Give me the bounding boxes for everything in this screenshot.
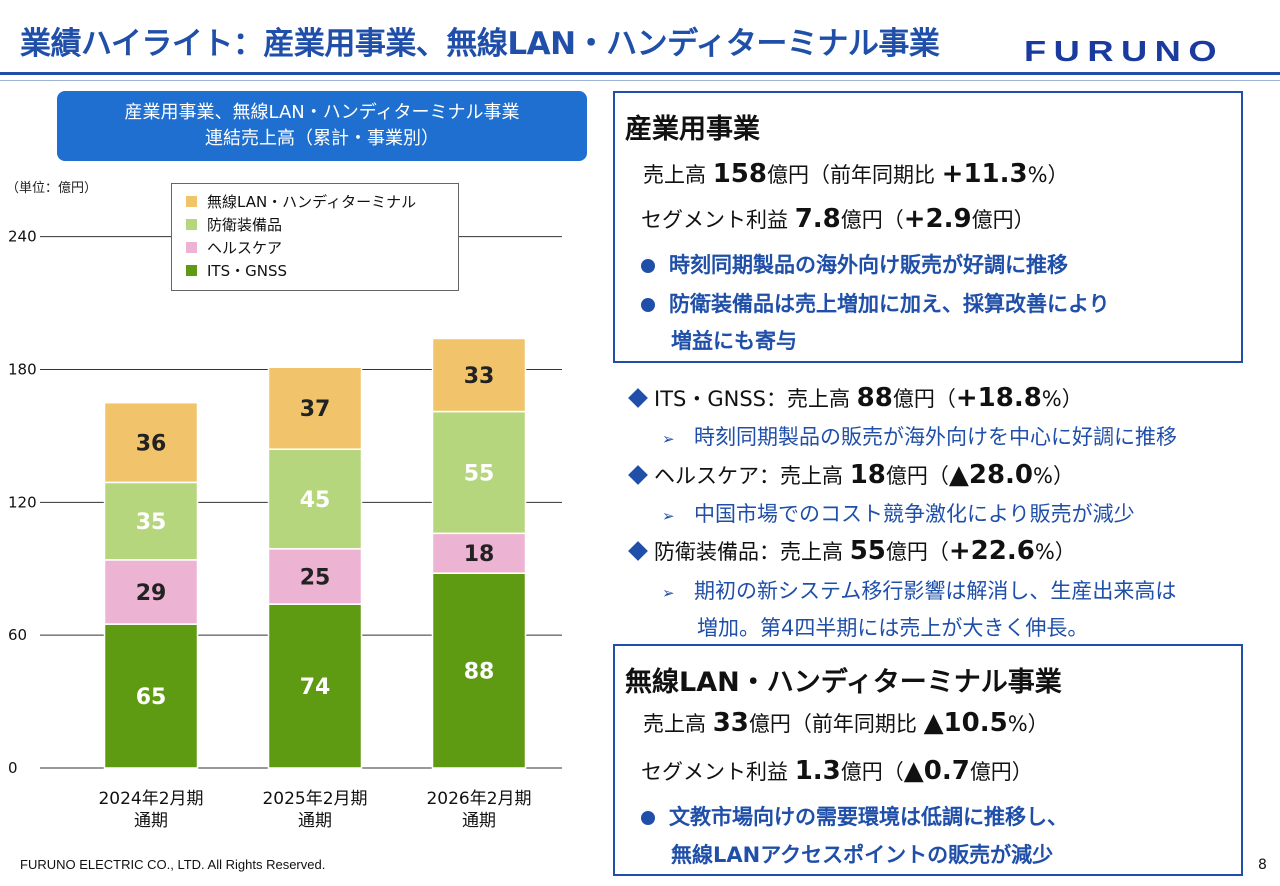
bar-value-label: 45: [300, 488, 331, 513]
bar-segment: [103, 401, 199, 484]
legend-swatch: [186, 196, 197, 207]
bar-value-label: 37: [300, 397, 331, 422]
industrial-sales: 売上高 158億円（前年同期比 +11.3%）: [643, 159, 1069, 189]
bar-segment: [267, 603, 363, 769]
arrow-bullet-icon: ➢: [662, 507, 675, 525]
bar-value-label: 36: [136, 432, 167, 457]
y-tick-label: 240: [8, 228, 37, 246]
page-title: 業績ハイライト：産業用事業、無線LAN・ハンディターミナル事業: [20, 26, 940, 62]
segment-defense-note-cont: 増加。第4四半期には売上が大きく伸長。: [697, 616, 1089, 640]
segment-its-gnss: ITS・GNSS：売上高 88億円（+18.8%）: [628, 383, 1083, 413]
x-tick-label: 2024年2月期: [98, 789, 203, 809]
arrow-bullet-icon: ➢: [662, 430, 675, 448]
chart-legend: 無線LAN・ハンディターミナル 防衛装備品ヘルスケア ITS・GNSS: [171, 183, 459, 291]
bar-value-label: 25: [300, 565, 331, 590]
stacked-bar-chart: 060120180240652935362024年2月期通期7425453720…: [8, 228, 562, 831]
x-tick-label: 通期: [462, 811, 496, 831]
y-tick-label: 180: [8, 360, 37, 378]
legend-item: ヘルスケア: [186, 236, 458, 259]
legend-label: ヘルスケア: [207, 239, 283, 257]
bar-segment: [431, 410, 527, 535]
industrial-bullet-2-cont: 増益にも寄与: [671, 329, 797, 353]
segment-healthcare-note: ➢ 中国市場でのコスト競争激化により販売が減少: [662, 502, 1135, 526]
y-tick-label: 0: [8, 759, 18, 777]
furuno-logo: FURUNO: [1024, 36, 1225, 68]
y-tick-label: 120: [8, 493, 37, 511]
bar-value-label: 29: [136, 581, 167, 606]
legend-item: 防衛装備品: [186, 213, 458, 236]
bar-value-label: 18: [464, 542, 495, 567]
segment-healthcare: ヘルスケア：売上高 18億円（▲28.0%）: [628, 460, 1074, 490]
segment-its-gnss-note: ➢ 時刻同期製品の販売が海外向けを中心に好調に推移: [662, 425, 1177, 449]
segment-defense-note: ➢ 期初の新システム移行影響は解消し、生産出来高は: [662, 579, 1177, 603]
legend-item: 無線LAN・ハンディターミナル: [186, 190, 458, 213]
industrial-bullet-1: 時刻同期製品の海外向け販売が好調に推移: [641, 249, 1068, 279]
wlan-sales: 売上高 33億円（前年同期比 ▲10.5%）: [643, 708, 1049, 738]
bar-segment: [431, 532, 527, 574]
legend-swatch: [186, 265, 197, 276]
page-number: 8: [1258, 857, 1267, 873]
unit-label: （単位：億円）: [6, 181, 98, 196]
wlan-bullet-1-cont: 無線LANアクセスポイントの販売が減少: [671, 843, 1054, 867]
chart-title-line2: 連結売上高（累計・事業別）: [205, 128, 439, 149]
legend-swatch: [186, 242, 197, 253]
wlan-panel: 無線LAN・ハンディターミナル事業 売上高 33億円（前年同期比 ▲10.5%）…: [613, 644, 1243, 876]
wlan-title: 無線LAN・ハンディターミナル事業: [625, 667, 1062, 698]
y-tick-label: 60: [8, 626, 27, 644]
bar-value-label: 35: [136, 510, 167, 535]
arrow-bullet-icon: ➢: [662, 584, 675, 602]
bar-segment: [267, 366, 363, 450]
title-rule: [0, 72, 1280, 75]
industrial-panel: 産業用事業 売上高 158億円（前年同期比 +11.3%） セグメント利益 7.…: [613, 91, 1243, 363]
x-tick-label: 通期: [134, 811, 168, 831]
title-rule-thin: [0, 80, 1280, 81]
bar-segment: [431, 572, 527, 769]
x-tick-label: 2025年2月期: [262, 789, 367, 809]
bullet-dot-icon: [641, 298, 655, 312]
industrial-bullet-2: 防衛装備品は売上増加に加え、採算改善により: [641, 288, 1110, 318]
industrial-profit: セグメント利益 7.8億円（+2.9億円）: [641, 204, 1035, 234]
bullet-dot-icon: [641, 259, 655, 273]
copyright: FURUNO ELECTRIC CO., LTD. All Rights Res…: [20, 857, 326, 872]
diamond-bullet-icon: [628, 465, 648, 485]
bar-value-label: 55: [464, 461, 495, 486]
chart-title-line1: 産業用事業、無線LAN・ハンディターミナル事業: [124, 102, 520, 123]
bar-value-label: 33: [464, 364, 495, 389]
diamond-bullet-icon: [628, 541, 648, 561]
chart-title-box: 産業用事業、無線LAN・ハンディターミナル事業 連結売上高（累計・事業別）: [57, 91, 587, 161]
bar-value-label: 74: [300, 675, 331, 700]
bullet-dot-icon: [641, 811, 655, 825]
legend-label: ITS・GNSS: [207, 262, 287, 280]
x-tick-label: 通期: [298, 811, 332, 831]
industrial-title: 産業用事業: [625, 114, 760, 145]
legend-label: 防衛装備品: [207, 216, 283, 234]
legend-swatch: [186, 219, 197, 230]
legend-item: ITS・GNSS: [186, 259, 458, 282]
wlan-profit: セグメント利益 1.3億円（▲0.7億円）: [641, 756, 1033, 786]
bar-value-label: 88: [464, 660, 495, 685]
bar-segment: [103, 481, 199, 561]
bar-segment: [431, 337, 527, 413]
wlan-bullet-1: 文教市場向けの需要環境は低調に推移し、: [641, 801, 1068, 831]
legend-label: 無線LAN・ハンディターミナル: [207, 193, 417, 211]
segment-defense: 防衛装備品：売上高 55億円（+22.6%）: [628, 536, 1076, 566]
x-tick-label: 2026年2月期: [426, 789, 531, 809]
bar-value-label: 65: [136, 685, 167, 710]
diamond-bullet-icon: [628, 388, 648, 408]
